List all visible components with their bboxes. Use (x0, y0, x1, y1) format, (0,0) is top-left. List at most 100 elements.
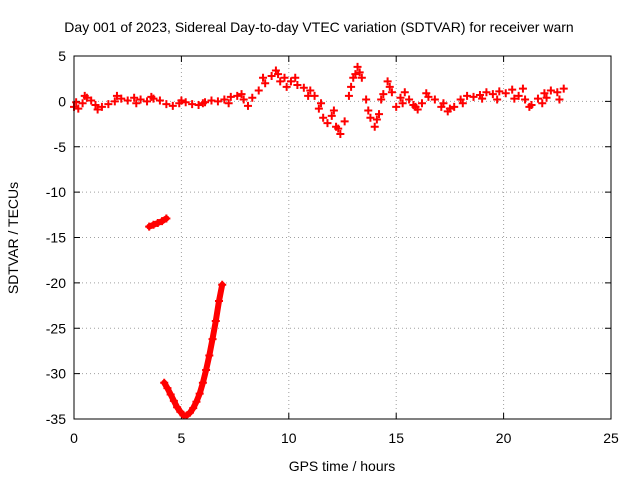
data-point (123, 96, 132, 105)
data-point (192, 397, 201, 406)
plot-frame (73, 55, 612, 420)
data-point (405, 95, 414, 104)
data-point (239, 95, 248, 104)
data-point (319, 113, 328, 122)
data-point (198, 99, 207, 108)
data-point (482, 88, 491, 97)
x-tick-label: 20 (496, 430, 512, 446)
data-point (205, 351, 214, 360)
data-point (153, 218, 162, 227)
data-points (70, 62, 568, 420)
y-tick-label: -25 (46, 320, 66, 336)
data-point (136, 95, 145, 104)
data-point (163, 384, 172, 393)
data-point (306, 86, 315, 95)
y-tick-label: -35 (46, 411, 66, 427)
data-point (336, 130, 345, 139)
data-point (323, 119, 332, 128)
x-tick-label: 5 (178, 430, 186, 446)
data-point (540, 89, 549, 98)
data-point (379, 90, 388, 99)
data-point (385, 82, 394, 91)
data-point (478, 94, 487, 103)
y-axis-label: SDTVAR / TECUs (5, 182, 21, 294)
data-point (155, 96, 164, 105)
data-point (185, 408, 194, 417)
data-point (177, 96, 186, 105)
data-point (218, 280, 227, 289)
data-point (282, 82, 291, 91)
data-point (132, 99, 141, 108)
data-point (329, 106, 338, 115)
data-point (495, 87, 504, 96)
data-point (387, 88, 396, 97)
data-point (351, 70, 360, 79)
data-point (430, 95, 439, 104)
data-point (224, 99, 233, 108)
data-point (243, 101, 252, 110)
x-tick-label: 0 (70, 430, 78, 446)
data-point (383, 77, 392, 86)
series-sdtvar-segment-2 (145, 214, 171, 231)
data-point (370, 122, 379, 131)
y-tick-label: -5 (54, 139, 67, 155)
data-point (168, 101, 177, 110)
data-point (417, 99, 426, 108)
data-point (340, 117, 349, 126)
data-point (375, 110, 384, 119)
data-point (377, 95, 386, 104)
data-point (213, 97, 222, 106)
y-tick-label: 0 (58, 93, 66, 109)
data-point (220, 95, 229, 104)
data-point (145, 222, 154, 231)
data-point (291, 73, 300, 82)
data-point (198, 378, 207, 387)
data-point (280, 73, 289, 82)
data-point (299, 83, 308, 92)
data-point (334, 124, 343, 133)
data-point (181, 98, 190, 107)
data-point (202, 365, 211, 374)
data-point (458, 99, 467, 108)
data-point (521, 95, 530, 104)
data-point (80, 91, 89, 100)
data-point (166, 390, 175, 399)
data-point (158, 217, 167, 226)
data-point (555, 95, 564, 104)
data-point (411, 102, 420, 111)
data-point (233, 91, 242, 100)
data-point (364, 106, 373, 115)
data-point (130, 93, 139, 102)
data-point (493, 95, 502, 104)
x-axis-label: GPS time / hours (289, 458, 396, 474)
data-point (372, 115, 381, 124)
series-trace (161, 281, 226, 419)
series-sdtvar (70, 62, 568, 139)
data-point (362, 95, 371, 104)
axis-ticks: 0 5 10 15 20 25 5 0 -5 -10 -15 -20 -25 -30 -35 (46, 48, 619, 446)
data-point (104, 100, 113, 109)
data-point (366, 113, 375, 122)
data-point (501, 89, 510, 98)
data-point (518, 84, 527, 93)
data-point (267, 71, 276, 80)
data-point (398, 99, 407, 108)
data-point (293, 81, 302, 90)
data-point (314, 104, 323, 113)
data-point (189, 404, 198, 413)
data-point (143, 97, 152, 106)
data-point (261, 79, 270, 88)
data-point (117, 94, 126, 103)
data-point (445, 104, 454, 113)
data-point (439, 99, 448, 108)
data-point (400, 88, 409, 97)
data-point (237, 90, 246, 99)
data-point (91, 101, 100, 110)
data-point (276, 77, 285, 86)
data-point (525, 102, 534, 111)
data-point (488, 90, 497, 99)
data-point (559, 84, 568, 93)
data-point (248, 93, 257, 102)
data-point (355, 68, 364, 77)
y-tick-label: -30 (46, 366, 66, 382)
